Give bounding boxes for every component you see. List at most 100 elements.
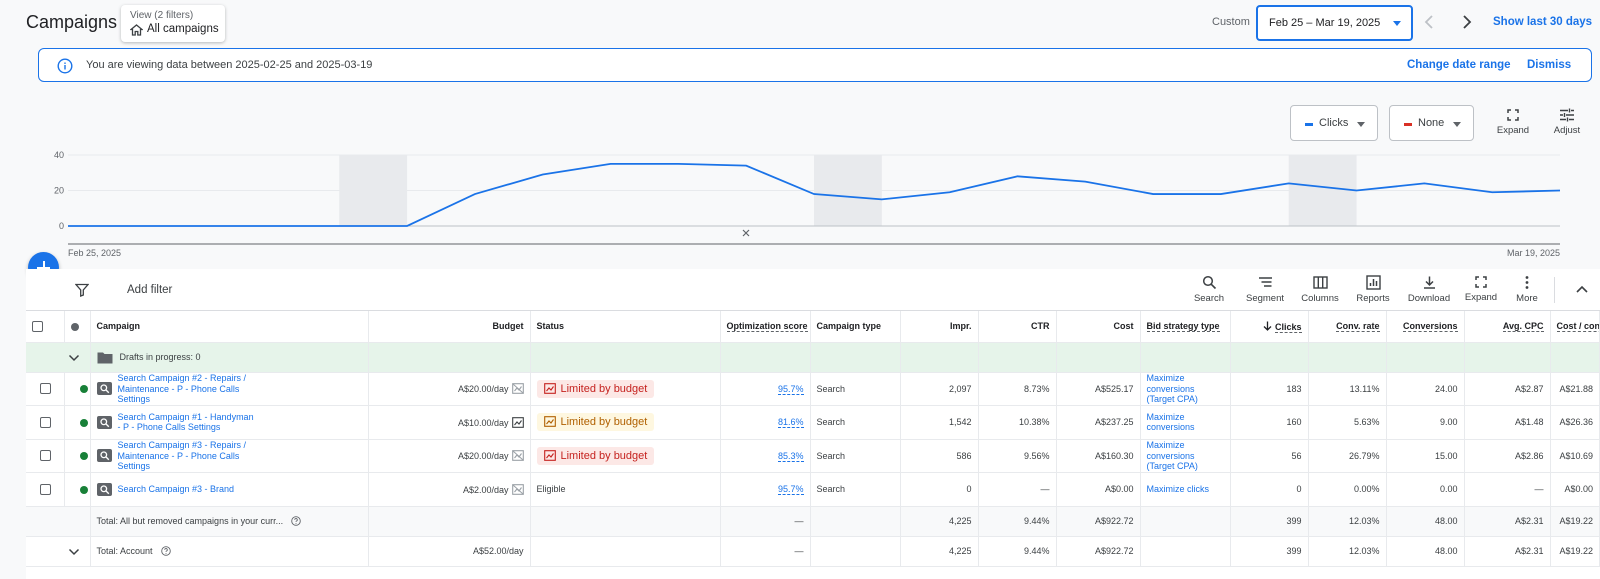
col-campaign[interactable]: Campaign — [90, 311, 369, 343]
campaign-name-link[interactable]: Search Campaign #2 - Repairs / Maintenan… — [117, 373, 247, 404]
chart-off-icon[interactable] — [511, 483, 524, 495]
col-avg-cpc[interactable]: Avg. CPC — [1464, 311, 1551, 343]
bid-strategy-link[interactable]: Maximize conversions (Target CPA) — [1146, 440, 1198, 471]
row-checkbox[interactable] — [40, 450, 51, 462]
chart-off-icon[interactable] — [511, 450, 524, 462]
col-cost[interactable]: Cost — [1056, 311, 1141, 343]
col-impr[interactable]: Impr. — [900, 311, 979, 343]
budget-value[interactable]: A$20.00/day — [457, 384, 509, 395]
row-select-cell[interactable] — [26, 472, 65, 507]
row-status-dot-cell[interactable] — [64, 372, 91, 406]
row-status-dot-cell[interactable] — [64, 405, 91, 440]
row-select-cell[interactable] — [26, 405, 65, 440]
bid-strategy-link[interactable]: Maximize clicks — [1146, 484, 1210, 494]
status-badge[interactable]: Limited by budget — [536, 413, 655, 432]
bid-strategy-cell[interactable]: Maximize clicks — [1140, 472, 1231, 507]
budget-cell[interactable]: A$20.00/day — [368, 439, 531, 473]
campaign-name-link[interactable]: Search Campaign #3 - Repairs / Maintenan… — [117, 440, 247, 471]
view-filter-chip[interactable]: View (2 filters) All campaigns — [121, 5, 225, 42]
col-bid-strategy[interactable]: Bid strategy type — [1140, 311, 1231, 343]
row-status-dot-cell[interactable] — [64, 439, 91, 473]
drafts-row[interactable]: Drafts in progress: 0 — [26, 342, 1600, 373]
col-optimization-score[interactable]: Optimization score — [720, 311, 811, 343]
date-range-picker[interactable]: Feb 25 – Mar 19, 2025 — [1256, 5, 1413, 41]
table-expand-button[interactable]: Expand — [1462, 275, 1500, 309]
add-filter-button[interactable]: Add filter — [127, 284, 173, 296]
metric1-selector[interactable]: Clicks — [1290, 105, 1378, 141]
col-cost-per-conv[interactable]: Cost / conv. — [1550, 311, 1600, 343]
columns-tool-button[interactable]: Columns — [1298, 275, 1342, 309]
opt-score-cell[interactable]: 95.7% — [720, 372, 811, 406]
total-expand-cell[interactable] — [26, 536, 91, 567]
bid-strategy-cell[interactable]: Maximize conversions (Target CPA) — [1140, 439, 1231, 473]
row-select-cell[interactable] — [26, 372, 65, 406]
dismiss-link[interactable]: Dismiss — [1527, 59, 1572, 71]
col-budget[interactable]: Budget — [368, 311, 531, 343]
row-checkbox[interactable] — [40, 483, 51, 495]
search-tool-button[interactable]: Search — [1189, 275, 1229, 309]
table-row[interactable]: Search Campaign #2 - Repairs / Maintenan… — [26, 372, 1600, 406]
opt-score-cell[interactable]: 95.7% — [720, 472, 811, 507]
table-row[interactable]: Search Campaign #1 - Handyman - P - Phon… — [26, 405, 1600, 440]
chevron-down-icon[interactable] — [68, 354, 80, 362]
change-date-range-link[interactable]: Change date range — [1407, 59, 1511, 71]
opt-score-link[interactable]: 81.6% — [777, 417, 804, 429]
filter-icon[interactable] — [75, 283, 89, 297]
select-all-header[interactable] — [26, 311, 65, 343]
bid-strategy-link[interactable]: Maximize conversions (Target CPA) — [1146, 373, 1198, 404]
bid-strategy-cell[interactable]: Maximize conversions (Target CPA) — [1140, 372, 1231, 406]
col-conversions[interactable]: Conversions — [1386, 311, 1465, 343]
row-checkbox[interactable] — [40, 383, 51, 395]
budget-value[interactable]: A$10.00/day — [457, 417, 509, 428]
col-campaign-type[interactable]: Campaign type — [810, 311, 901, 343]
reports-tool-button[interactable]: Reports — [1352, 275, 1394, 309]
chevron-up-icon[interactable] — [1575, 284, 1589, 294]
status-cell[interactable]: Limited by budget — [530, 372, 721, 406]
col-conv-rate[interactable]: Conv. rate — [1308, 311, 1387, 343]
opt-score-link[interactable]: 85.3% — [777, 450, 804, 462]
enabled-dot-icon[interactable] — [79, 418, 88, 427]
col-ctr[interactable]: CTR — [978, 311, 1057, 343]
status-cell[interactable]: Limited by budget — [530, 405, 721, 440]
chevron-down-icon[interactable] — [68, 548, 80, 556]
chart-adjust-button[interactable]: Adjust — [1545, 108, 1589, 140]
col-status[interactable]: Status — [530, 311, 721, 343]
budget-cell[interactable]: A$20.00/day — [368, 372, 531, 406]
bid-strategy-cell[interactable]: Maximize conversions — [1140, 405, 1231, 440]
table-row[interactable]: Search Campaign #3 - Brand A$2.00/day El… — [26, 472, 1600, 507]
row-select-cell[interactable] — [26, 439, 65, 473]
campaign-name-cell[interactable]: Search Campaign #3 - Brand — [90, 472, 369, 507]
campaign-name-cell[interactable]: Search Campaign #2 - Repairs / Maintenan… — [90, 372, 369, 406]
enabled-dot-icon[interactable] — [79, 485, 88, 494]
opt-score-link[interactable]: 95.7% — [777, 383, 804, 395]
campaign-name-cell[interactable]: Search Campaign #1 - Handyman - P - Phon… — [90, 405, 369, 440]
opt-score-cell[interactable]: 81.6% — [720, 405, 811, 440]
chevron-left-icon[interactable] — [1420, 12, 1440, 32]
budget-cell[interactable]: A$10.00/day — [368, 405, 531, 440]
budget-value[interactable]: A$2.00/day — [462, 484, 509, 495]
budget-cell[interactable]: A$2.00/day — [368, 472, 531, 507]
table-row[interactable]: Search Campaign #3 - Repairs / Maintenan… — [26, 439, 1600, 473]
enabled-dot-icon[interactable] — [79, 452, 88, 461]
opt-score-link[interactable]: 95.7% — [777, 484, 804, 496]
more-tool-button[interactable]: More — [1511, 275, 1543, 309]
select-all-checkbox[interactable] — [32, 320, 43, 332]
help-icon[interactable] — [291, 516, 301, 526]
col-clicks[interactable]: Clicks — [1230, 311, 1309, 343]
status-badge[interactable]: Limited by budget — [536, 446, 655, 465]
campaign-name-cell[interactable]: Search Campaign #3 - Repairs / Maintenan… — [90, 439, 369, 473]
budget-value[interactable]: A$20.00/day — [457, 451, 509, 462]
status-cell[interactable]: Eligible — [530, 472, 721, 507]
chart-off-icon[interactable] — [511, 383, 524, 395]
bid-strategy-link[interactable]: Maximize conversions — [1146, 411, 1195, 433]
status-cell[interactable]: Limited by budget — [530, 439, 721, 473]
opt-score-cell[interactable]: 85.3% — [720, 439, 811, 473]
chart-icon[interactable] — [511, 416, 524, 428]
enabled-dot-icon[interactable] — [79, 385, 88, 394]
show-last-30-days-link[interactable]: Show last 30 days — [1493, 16, 1593, 28]
campaign-name-link[interactable]: Search Campaign #1 - Handyman - P - Phon… — [117, 411, 254, 433]
chart-drag-handle-icon[interactable] — [742, 229, 750, 237]
metric2-selector[interactable]: None — [1389, 105, 1474, 141]
status-badge[interactable]: Limited by budget — [536, 379, 655, 398]
chevron-right-icon[interactable] — [1456, 12, 1476, 32]
